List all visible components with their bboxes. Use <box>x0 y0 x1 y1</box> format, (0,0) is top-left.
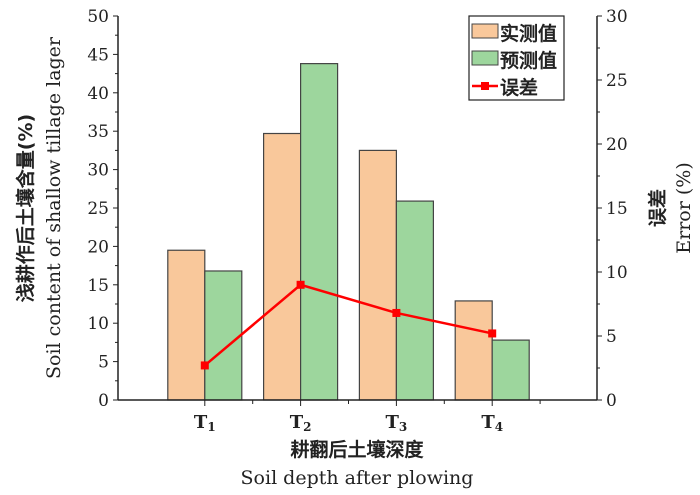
y-tick-label: 35 <box>87 122 109 142</box>
error-point-T1 <box>200 361 209 370</box>
y-tick-label: 0 <box>98 391 109 411</box>
x-tick-label: T3 <box>386 412 408 434</box>
y-tick-label: 15 <box>87 276 109 296</box>
y-tick-label: 25 <box>87 199 109 219</box>
x-tick-label: T1 <box>194 412 216 434</box>
bar-预测值-T3 <box>395 200 434 401</box>
error-point-T3 <box>392 308 401 317</box>
legend-swatch-预测值 <box>471 50 499 66</box>
y2-tick-label: 15 <box>606 199 628 219</box>
bar-预测值-T2 <box>300 63 339 401</box>
y-axis-label-en: Soil content of shallow tillage lager <box>43 36 65 379</box>
legend-swatch-实测值 <box>471 23 499 39</box>
x-axis-label-cn: 耕翻后土壤深度 <box>290 438 424 461</box>
x-axis-label-en: Soil depth after plowing <box>241 467 474 489</box>
error-line <box>203 283 493 367</box>
error-point-T2 <box>296 280 305 289</box>
bar-实测值-T1 <box>167 249 206 401</box>
y-tick-label: 45 <box>87 45 109 65</box>
y-axis-label-cn: 浅耕作后土壤含量(%) <box>14 114 37 302</box>
legend-label: 实测值 <box>500 22 557 45</box>
y2-tick-label: 20 <box>606 135 628 155</box>
bar-预测值-T1 <box>204 270 243 401</box>
bar-实测值-T2 <box>263 132 302 401</box>
y2-tick-label: 25 <box>606 71 628 91</box>
x-tick-label: T4 <box>481 412 503 434</box>
error-point-T4 <box>488 329 497 338</box>
y-tick-label: 30 <box>87 161 109 181</box>
legend-label: 误差 <box>500 76 538 99</box>
bar-实测值-T3 <box>358 149 397 401</box>
y2-tick-label: 0 <box>606 391 617 411</box>
y2-tick-label: 10 <box>606 263 628 283</box>
legend-label: 预测值 <box>500 49 557 72</box>
y2-axis-label-en: Error (%) <box>673 162 695 253</box>
y2-tick-label: 30 <box>606 7 628 27</box>
y2-axis-label-cn: 误差 <box>646 189 669 227</box>
y-tick-label: 40 <box>87 84 109 104</box>
y-tick-label: 10 <box>87 314 109 334</box>
y-tick-label: 20 <box>87 237 109 257</box>
x-tick-label: T2 <box>290 412 312 434</box>
y-tick-label: 5 <box>98 353 109 373</box>
y2-tick-label: 5 <box>606 327 617 347</box>
legend-marker <box>481 82 489 90</box>
bar-实测值-T4 <box>454 300 493 401</box>
bar-预测值-T4 <box>491 339 530 401</box>
y-tick-label: 50 <box>87 7 109 27</box>
